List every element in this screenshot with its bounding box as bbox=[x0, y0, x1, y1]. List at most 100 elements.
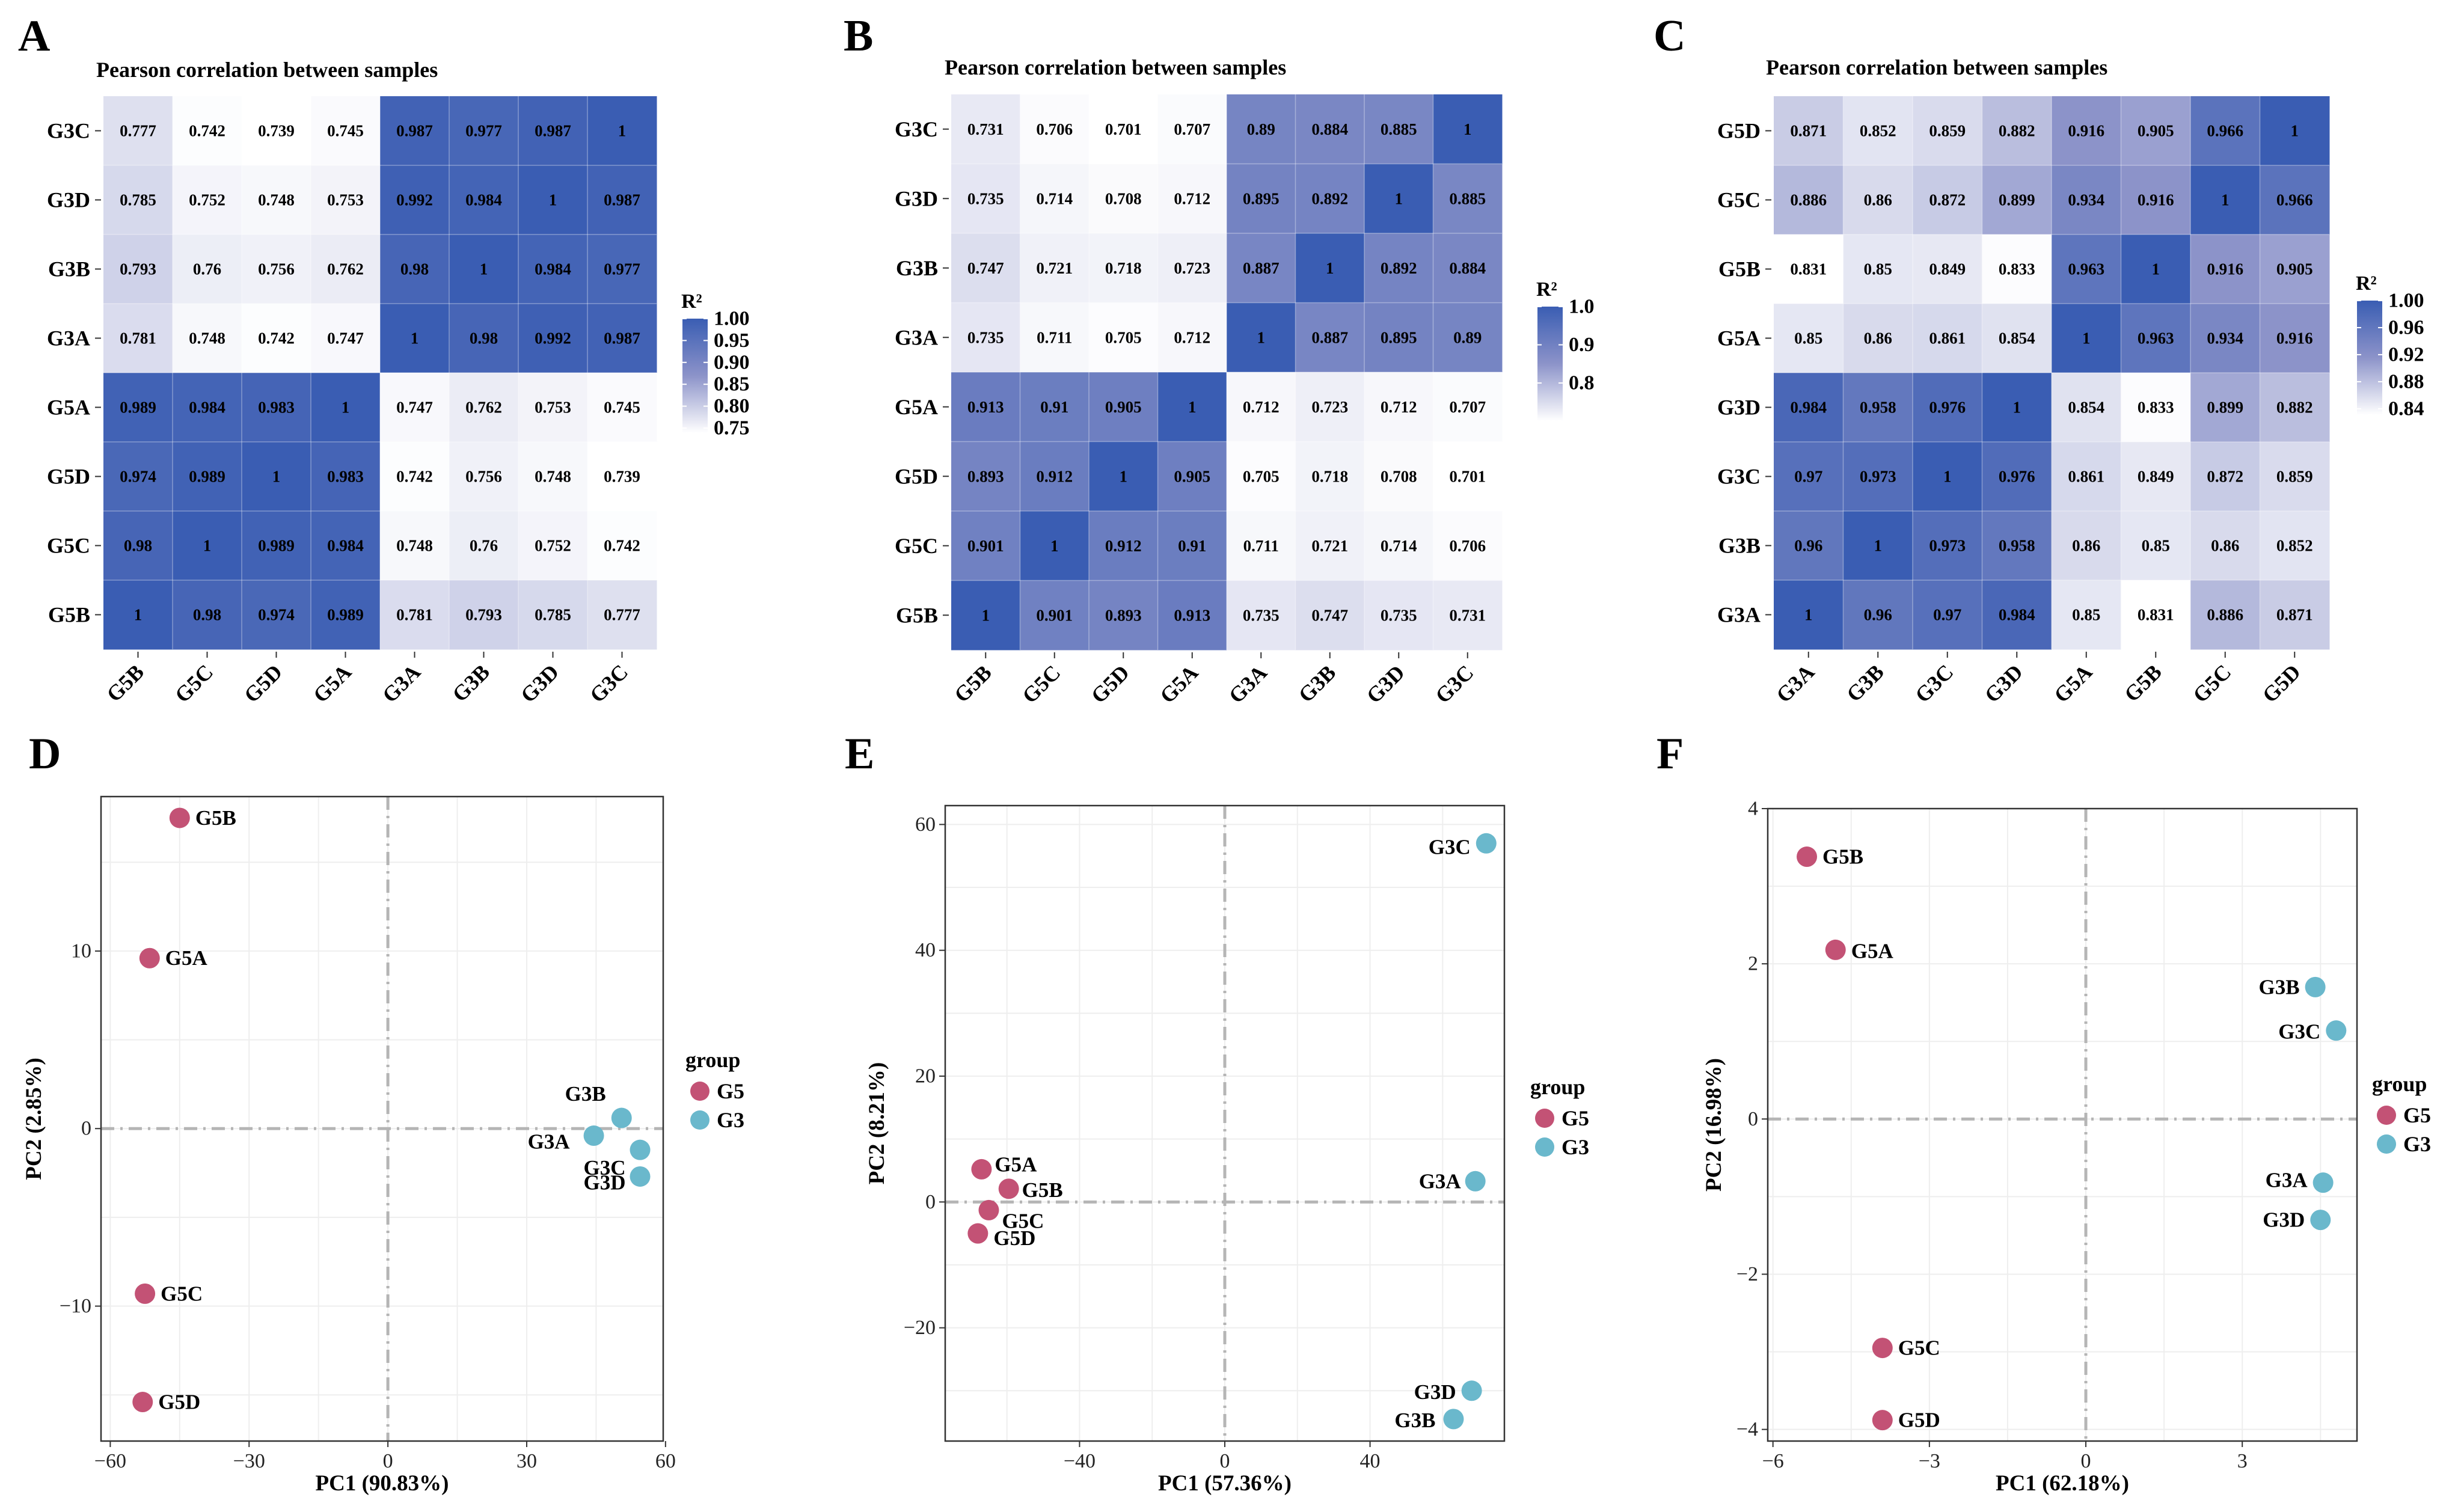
cell-value: 0.785 bbox=[120, 191, 156, 209]
cell-value: 0.895 bbox=[1381, 328, 1417, 346]
heatmap-cell bbox=[173, 165, 242, 235]
cell-value: 0.882 bbox=[2276, 399, 2313, 417]
heatmap-cell bbox=[1295, 441, 1365, 512]
cell-value: 0.861 bbox=[1929, 329, 1966, 347]
heatmap-cell bbox=[1982, 234, 2052, 304]
x-tick-label: 0 bbox=[2081, 1450, 2091, 1472]
heatmap-cell bbox=[587, 234, 657, 304]
heatmap-cell bbox=[2052, 96, 2121, 166]
cell-value: 0.781 bbox=[120, 329, 156, 347]
cell-value: 0.989 bbox=[258, 537, 295, 555]
cell-value: 0.718 bbox=[1105, 259, 1142, 277]
colorbar-tick-label: 1.00 bbox=[2388, 290, 2424, 312]
heatmap-cell bbox=[1843, 373, 1913, 442]
heatmap-cell bbox=[380, 442, 450, 512]
cell-value: 0.958 bbox=[1860, 399, 1896, 417]
heatmap-cell bbox=[1982, 511, 2052, 581]
cell-value: 0.916 bbox=[2068, 122, 2104, 140]
y-axis-label: PC2 (8.21%) bbox=[865, 1062, 889, 1184]
cell-value: 0.748 bbox=[258, 191, 295, 209]
cell-value: 0.893 bbox=[967, 467, 1004, 485]
heatmap-cell bbox=[380, 304, 450, 373]
row-label: G3C bbox=[1717, 465, 1761, 489]
heatmap-cell bbox=[1157, 441, 1227, 512]
row-label: G3B bbox=[896, 256, 938, 280]
heatmap-cell bbox=[1843, 442, 1913, 512]
cell-value: 0.793 bbox=[120, 260, 156, 278]
cell-value: 1 bbox=[1050, 537, 1059, 555]
heatmap-cell bbox=[2052, 304, 2121, 373]
cell-value: 0.745 bbox=[604, 399, 640, 417]
data-point-g3a bbox=[2312, 1172, 2334, 1193]
row-label: G3A bbox=[1717, 603, 1761, 627]
cell-value: 0.987 bbox=[535, 122, 571, 140]
cell-value: 0.721 bbox=[1036, 259, 1073, 277]
heatmap-cell bbox=[2190, 511, 2260, 581]
heatmap-cell bbox=[173, 511, 242, 581]
heatmap-cell bbox=[1913, 234, 1982, 304]
heatmap-cell bbox=[1433, 441, 1503, 512]
data-point-g5d bbox=[132, 1392, 153, 1413]
heatmap-cell bbox=[2052, 373, 2121, 442]
cell-value: 0.849 bbox=[2138, 468, 2174, 486]
row-label: G3A bbox=[47, 326, 90, 350]
data-point-g3b bbox=[2305, 976, 2326, 997]
cell-value: 0.984 bbox=[535, 260, 571, 278]
colorbar-tick-label: 0.85 bbox=[714, 373, 750, 396]
x-tick-label: 40 bbox=[1360, 1450, 1381, 1472]
cell-value: 1 bbox=[1943, 468, 1952, 486]
row-label: G3D bbox=[1717, 396, 1761, 420]
heatmap-cell bbox=[2190, 373, 2260, 442]
heatmap-cell bbox=[1774, 373, 1844, 442]
cell-value: 0.748 bbox=[535, 468, 571, 486]
data-point-g5c bbox=[978, 1199, 999, 1220]
heatmap-cell bbox=[951, 94, 1020, 164]
cell-value: 0.747 bbox=[327, 329, 364, 347]
cell-value: 0.706 bbox=[1036, 120, 1073, 138]
col-label: G3C bbox=[1430, 660, 1478, 708]
data-point-g3a bbox=[583, 1125, 604, 1146]
heatmap-panel-c: C Pearson correlation between samples 0.87… bbox=[1654, 11, 2424, 708]
heatmap-cell bbox=[1843, 165, 1913, 235]
heatmap-cell bbox=[951, 302, 1020, 373]
colorbar-tick-label: 0.9 bbox=[1569, 334, 1595, 356]
cell-value: 0.831 bbox=[1790, 260, 1827, 278]
heatmap-cell bbox=[1774, 96, 1844, 166]
heatmap-cell bbox=[1433, 372, 1503, 442]
data-point-g5a bbox=[139, 947, 160, 969]
heatmap-cell bbox=[2052, 165, 2121, 235]
plot-area bbox=[101, 797, 663, 1441]
heatmap-cell bbox=[1843, 234, 1913, 304]
heatmap-cell bbox=[1227, 372, 1296, 442]
cell-value: 0.723 bbox=[1174, 259, 1210, 277]
heatmap-cell bbox=[173, 373, 242, 442]
heatmap-cell bbox=[1020, 233, 1090, 303]
heatmap-cell bbox=[1089, 302, 1158, 373]
heatmap-cell bbox=[1020, 511, 1090, 581]
row-label: G3C bbox=[895, 117, 938, 141]
cell-value: 0.872 bbox=[2207, 468, 2243, 486]
panel-letter: F bbox=[1657, 729, 1684, 779]
point-label: G3B bbox=[565, 1082, 606, 1106]
heatmap-cell bbox=[1157, 511, 1227, 581]
data-point-g3c bbox=[2326, 1020, 2347, 1041]
cell-value: 0.742 bbox=[604, 537, 640, 555]
heatmap-cell bbox=[311, 580, 381, 650]
cell-value: 0.756 bbox=[258, 260, 295, 278]
cell-value: 0.976 bbox=[1929, 399, 1966, 417]
data-point-g5c bbox=[135, 1283, 156, 1304]
cell-value: 0.777 bbox=[120, 122, 156, 140]
heatmap-cell bbox=[1295, 302, 1365, 373]
heatmap-cell bbox=[2052, 580, 2121, 650]
cell-value: 0.872 bbox=[1929, 191, 1966, 209]
panel-letter: E bbox=[845, 729, 874, 779]
cell-value: 0.885 bbox=[1381, 120, 1417, 138]
cell-value: 0.983 bbox=[258, 399, 295, 417]
cell-value: 0.747 bbox=[967, 259, 1004, 277]
col-label: G3A bbox=[1771, 660, 1819, 707]
heatmap-cell bbox=[242, 165, 311, 235]
heatmap-cell bbox=[2190, 304, 2260, 373]
y-tick-label: 0 bbox=[81, 1118, 91, 1140]
point-label: G3D bbox=[2263, 1208, 2305, 1232]
cell-value: 0.98 bbox=[193, 606, 221, 624]
